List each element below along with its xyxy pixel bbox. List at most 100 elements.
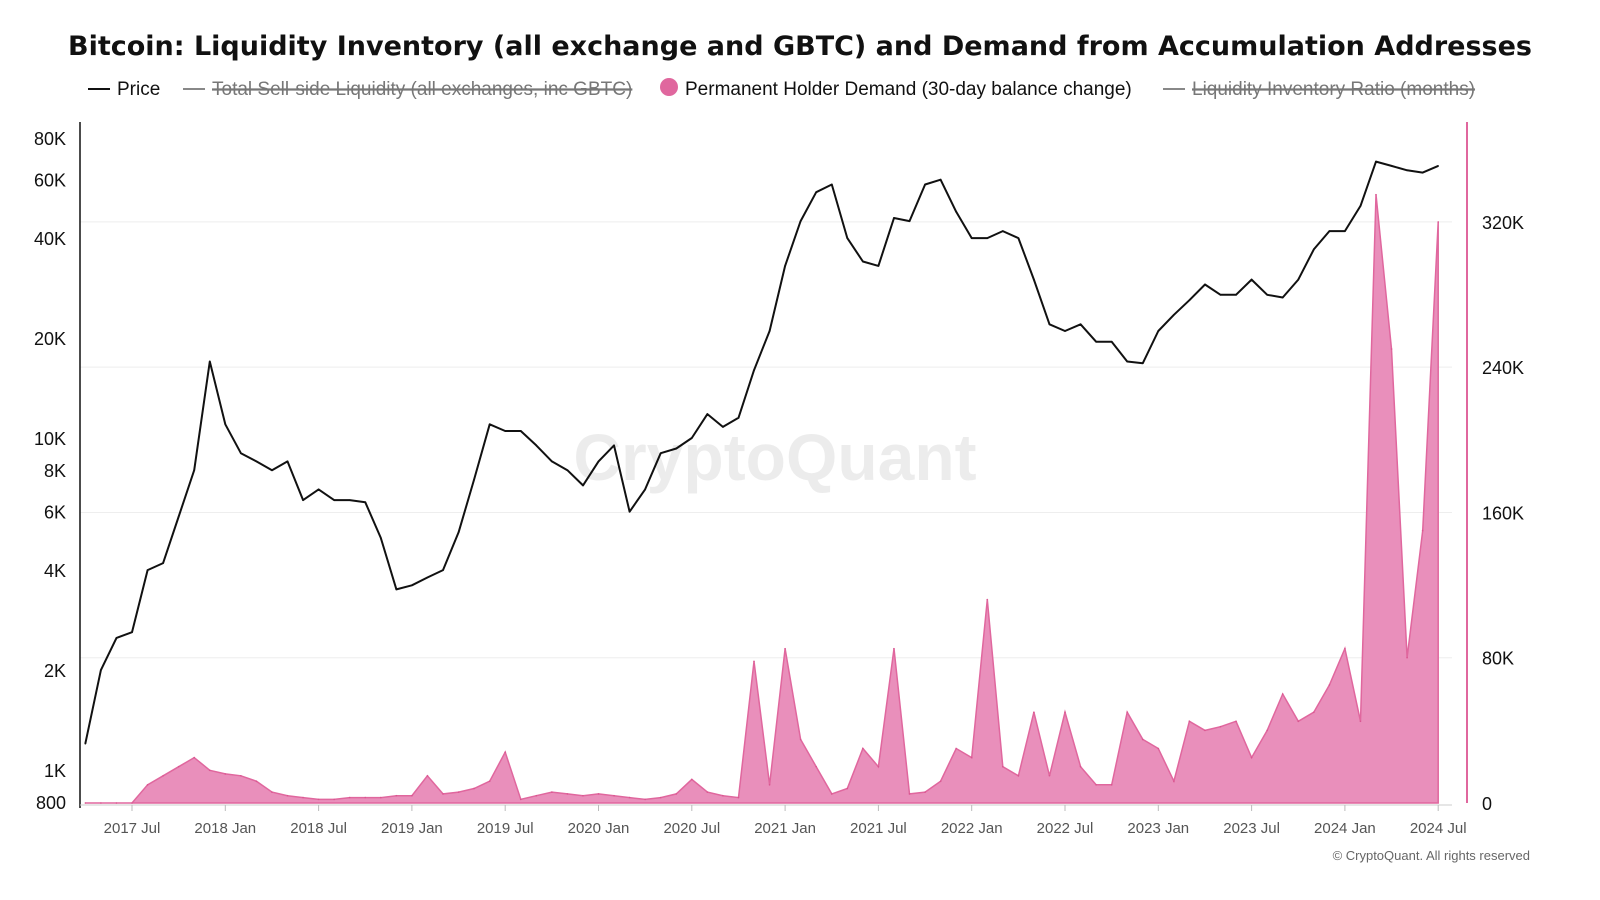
price-point	[830, 183, 833, 186]
x-tick-label: 2022 Jan	[941, 820, 1003, 837]
demand-point	[893, 647, 895, 650]
price-point	[1048, 323, 1051, 326]
price-point	[644, 488, 646, 491]
demand-point	[146, 784, 149, 786]
price-point	[302, 499, 304, 501]
price-point	[1079, 323, 1082, 326]
price-point	[1235, 293, 1237, 296]
demand-point	[1250, 756, 1253, 759]
right-tick-label: 320K	[1482, 213, 1524, 233]
price-point	[208, 360, 211, 363]
price-line	[84, 160, 1439, 744]
price-point	[1281, 296, 1284, 299]
left-tick-label: 60K	[34, 171, 66, 191]
price-point	[1406, 169, 1408, 172]
grid	[80, 221, 1452, 659]
demand-point	[551, 791, 553, 793]
price-point	[613, 444, 615, 447]
price-point	[815, 191, 817, 193]
demand-point	[1437, 221, 1439, 223]
price-point	[753, 369, 755, 372]
watermark: CryptoQuant	[573, 420, 976, 494]
demand-point	[1141, 738, 1144, 741]
price-point	[737, 417, 740, 419]
legend-item-1[interactable]: Total Sell-side Liquidity (all exchanges…	[183, 79, 633, 100]
legend-item-3[interactable]: Liquidity Inventory Ratio (months)	[1163, 79, 1476, 100]
price-point	[628, 510, 631, 513]
price-point	[939, 178, 942, 181]
x-tick-label: 2023 Jul	[1223, 820, 1280, 837]
right-tick-label: 240K	[1482, 358, 1524, 378]
price-point	[1250, 278, 1253, 281]
legend-item-0[interactable]: Price	[88, 79, 160, 100]
price-point	[535, 444, 538, 447]
x-tick-label: 2024 Jul	[1410, 820, 1467, 837]
demand-point	[240, 774, 242, 777]
demand-point	[317, 798, 320, 801]
price-point	[877, 265, 880, 267]
price-line-layer	[84, 160, 1439, 745]
price-point	[659, 452, 662, 454]
demand-point	[286, 794, 289, 797]
demand-point	[504, 751, 507, 753]
demand-area-layer	[84, 193, 1439, 804]
demand-point	[380, 796, 382, 799]
demand-point	[364, 796, 367, 799]
demand-point	[271, 791, 273, 793]
left-tick-label: 20K	[34, 329, 66, 349]
price-point	[1437, 165, 1439, 167]
demand-point	[100, 802, 102, 804]
left-tick-label: 80K	[34, 129, 66, 149]
demand-point	[597, 793, 600, 795]
demand-point	[457, 791, 460, 793]
price-point	[162, 562, 164, 564]
price-point	[1313, 248, 1315, 251]
price-point	[348, 499, 351, 501]
right-tick-label: 160K	[1482, 503, 1524, 523]
demand-point	[1281, 693, 1284, 695]
price-point	[100, 669, 102, 671]
demand-point	[1048, 774, 1051, 777]
demand-point	[644, 798, 646, 801]
demand-point	[1297, 720, 1300, 723]
price-point	[1359, 205, 1362, 207]
demand-point	[986, 598, 989, 601]
demand-point	[1188, 720, 1191, 723]
price-point	[442, 569, 444, 571]
price-point	[1297, 278, 1300, 281]
price-point	[986, 237, 989, 239]
price-point	[1173, 314, 1175, 316]
demand-point	[411, 794, 413, 797]
price-point	[846, 237, 849, 239]
left-tick-label: 2K	[44, 661, 66, 681]
x-tick-label: 2021 Jan	[754, 820, 816, 837]
x-tick-label: 2019 Jan	[381, 820, 443, 837]
x-tick-label: 2019 Jul	[477, 820, 534, 837]
price-point	[84, 742, 87, 745]
price-point	[131, 631, 133, 634]
legend-item-2[interactable]: Permanent Holder Demand (30-day balance …	[660, 78, 1132, 100]
price-point	[1390, 165, 1393, 167]
price-point	[240, 452, 242, 454]
demand-point	[442, 793, 444, 795]
price-point	[395, 588, 398, 591]
price-point	[224, 423, 227, 426]
price-point	[691, 437, 693, 439]
price-point	[255, 460, 258, 463]
legend-label: Permanent Holder Demand (30-day balance …	[685, 79, 1132, 100]
demand-point	[613, 794, 615, 797]
demand-point	[1390, 348, 1393, 350]
price-point	[519, 430, 522, 432]
left-tick-label: 6K	[44, 503, 66, 523]
right-tick-label: 80K	[1482, 649, 1514, 669]
chart-title: Bitcoin: Liquidity Inventory (all exchan…	[68, 31, 1532, 62]
price-point	[1421, 171, 1424, 174]
demand-point	[1173, 780, 1175, 783]
demand-point	[488, 780, 491, 783]
demand-point	[395, 794, 398, 797]
price-point	[1204, 283, 1206, 286]
price-point	[426, 576, 429, 579]
price-point	[380, 537, 382, 539]
demand-point	[939, 780, 942, 783]
price-point	[908, 220, 911, 222]
